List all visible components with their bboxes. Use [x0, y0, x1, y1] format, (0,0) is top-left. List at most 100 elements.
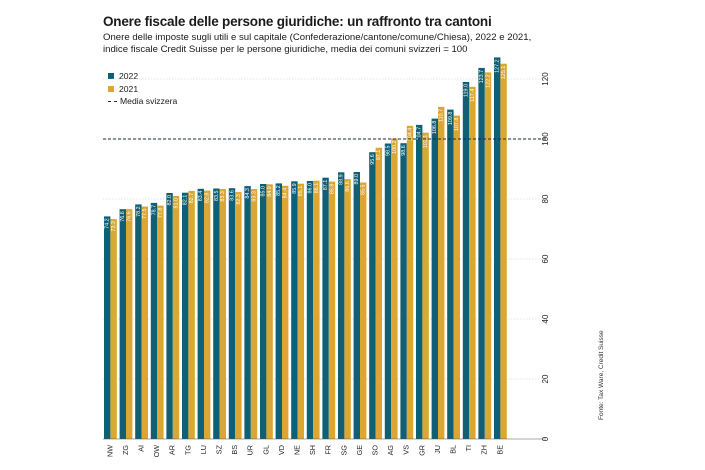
bar-2021-GL [266, 184, 273, 439]
x-tick-label-SG: SG [339, 445, 348, 456]
bar-2022-BS [228, 188, 236, 439]
bar-2022-AI [135, 204, 142, 439]
bar-2021-AR [172, 196, 180, 439]
value-label-2021-SG: 86.6 [345, 181, 351, 192]
legend-label-reference: Media svizzera [120, 96, 178, 106]
bar-2022-VS [400, 143, 407, 439]
x-tick-label-SH: SH [308, 445, 317, 455]
x-tick-label-TG: TG [183, 445, 192, 455]
legend-item-reference: Media svizzera [108, 95, 177, 108]
value-label-2021-VD: 84.4 [283, 188, 289, 199]
bar-2022-VD [275, 183, 282, 439]
bar-2022-GL [260, 184, 267, 439]
bar-2022-GR [416, 124, 423, 440]
bar-2022-NW [104, 216, 111, 439]
bar-2021-BL [453, 115, 460, 439]
legend-swatch-2021 [108, 85, 114, 92]
bar-2021-UR [250, 189, 258, 439]
value-label-2021-SO: 97.1 [376, 150, 382, 161]
legend-item-2022: 2022 [108, 70, 177, 83]
chart-subtitle: Onere delle imposte sugli utili e sul ca… [103, 32, 532, 56]
x-tick-label-GL: GL [261, 445, 270, 455]
value-label-2021-GL: 84.9 [267, 186, 273, 197]
bar-2022-AG [384, 143, 392, 439]
value-label-2021-NE: 85.1 [298, 186, 304, 197]
value-label-2022-GR: 104.7 [417, 127, 423, 140]
bar-2022-BL [447, 109, 454, 439]
value-label-2021-UR: 83.3 [251, 191, 257, 202]
value-label-2022-BS: 83.6 [229, 190, 235, 201]
x-tick-label-GR: GR [417, 445, 426, 456]
bar-2022-NE [291, 181, 298, 440]
x-tick-label-ZH: ZH [480, 445, 489, 455]
legend-label-2022: 2022 [119, 71, 139, 81]
value-label-2021-TI: 117.4 [470, 89, 476, 102]
bar-2022-TG [182, 192, 189, 439]
bar-2022-TI [462, 82, 470, 439]
value-label-2021-BS: 82.3 [236, 194, 242, 205]
value-label-2022-GE: 89.0 [354, 174, 360, 185]
bar-2021-BE [500, 63, 507, 439]
bar-2021-TG [188, 190, 195, 439]
value-label-2022-SG: 88.9 [339, 174, 345, 185]
y-tick-label-120: 120 [541, 72, 550, 86]
value-label-2022-AR: 82.0 [167, 195, 173, 206]
y-tick-label-20: 20 [541, 374, 550, 383]
bar-2022-JU [431, 118, 438, 439]
value-label-2021-ZG: 76.6 [127, 211, 133, 222]
bar-2021-NW [110, 219, 117, 439]
value-label-2021-FR: 85.8 [329, 184, 335, 195]
x-tick-label-AI: AI [137, 445, 146, 452]
value-label-2021-BL: 107.8 [454, 118, 460, 132]
x-tick-label-VS: VS [402, 445, 411, 455]
value-label-2021-AG: 100.2 [392, 140, 398, 154]
value-label-2021-GE: 85.5 [361, 185, 367, 196]
bar-2021-AI [141, 206, 148, 439]
legend-swatch-2022 [108, 73, 114, 80]
value-label-2021-LU: 82.8 [205, 193, 211, 204]
value-label-2022-OW: 78.7 [151, 205, 157, 216]
legend-dash-reference [108, 100, 117, 102]
value-label-2022-AG: 98.5 [385, 146, 391, 157]
value-label-2022-GL: 85.0 [261, 186, 267, 197]
value-label-2021-TG: 82.7 [189, 193, 195, 204]
value-label-2022-ZG: 76.6 [120, 211, 126, 222]
bar-2022-SO [369, 152, 376, 439]
bar-2022-GE [353, 172, 360, 439]
bar-2021-NE [297, 183, 304, 439]
bar-2021-BS [235, 192, 242, 439]
value-label-2022-TI: 119.0 [463, 84, 469, 97]
value-label-2022-SZ: 83.5 [214, 191, 220, 202]
value-label-2022-SO: 95.6 [370, 154, 376, 165]
x-tick-label-SZ: SZ [215, 444, 224, 454]
legend: 2022 2021 Media svizzera [108, 70, 177, 108]
bar-2021-SG [344, 179, 351, 439]
x-tick-label-FR: FR [324, 445, 333, 455]
value-label-2021-NW: 73.3 [111, 221, 117, 232]
bar-2021-AG [391, 138, 398, 439]
x-tick-label-SO: SO [371, 445, 380, 456]
value-label-2022-BE: 127.2 [495, 59, 501, 73]
value-label-2021-ZH: 122.2 [485, 74, 491, 88]
value-label-2022-SH: 86.0 [307, 183, 313, 194]
y-tick-label-60: 60 [541, 254, 550, 263]
legend-item-2021: 2021 [108, 83, 177, 96]
bar-2022-FR [322, 177, 329, 439]
legend-label-2021: 2021 [119, 83, 139, 94]
value-label-2022-VD: 85.2 [276, 185, 282, 196]
value-label-2022-JU: 106.8 [432, 121, 438, 135]
bar-2022-UR [244, 186, 251, 439]
x-tick-label-AR: AR [168, 445, 177, 455]
x-tick-label-TI: TI [464, 445, 473, 451]
chart-title: Onere fiscale delle persone giuridiche: … [103, 14, 492, 29]
value-label-2022-UR: 84.3 [245, 188, 251, 199]
x-tick-label-AG: AG [386, 445, 395, 456]
value-label-2022-NW: 74.2 [105, 218, 111, 229]
x-tick-label-GE: GE [355, 445, 364, 456]
value-label-2021-BE: 125.1 [501, 66, 507, 80]
x-tick-label-JU: JU [433, 445, 442, 454]
x-tick-label-UR: UR [246, 445, 255, 455]
bar-2021-LU [204, 190, 211, 439]
bar-2021-OW [157, 205, 164, 439]
